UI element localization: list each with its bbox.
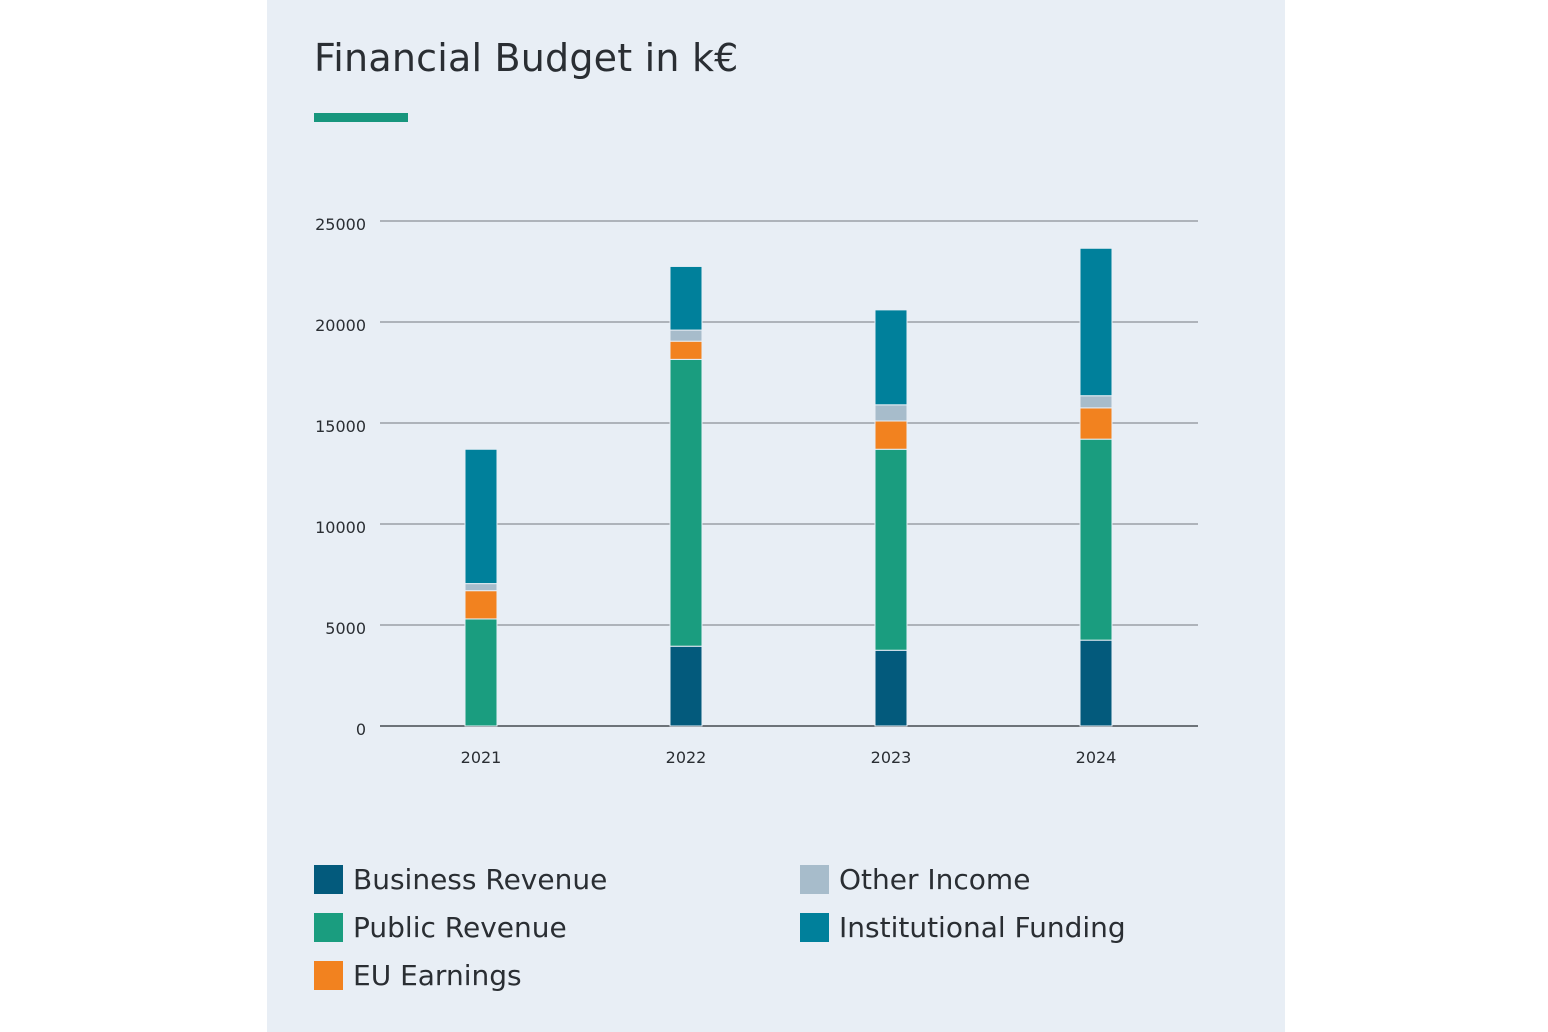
legend-item: Institutional Funding bbox=[800, 910, 1126, 944]
y-tick-label: 20000 bbox=[315, 316, 366, 335]
bar-segment-business-revenue bbox=[1079, 639, 1113, 727]
bar-segment-other-income bbox=[464, 583, 498, 592]
title-accent-bar bbox=[314, 113, 408, 122]
legend-item: Public Revenue bbox=[314, 910, 567, 944]
bar-segment-public-revenue bbox=[1079, 438, 1113, 641]
legend-label: Other Income bbox=[839, 862, 1031, 896]
bar-segment-eu-earnings bbox=[874, 420, 908, 450]
bar-segment-business-revenue bbox=[874, 649, 908, 727]
legend-item: Other Income bbox=[800, 862, 1031, 896]
x-tick-label: 2022 bbox=[666, 748, 707, 767]
x-tick-label: 2021 bbox=[461, 748, 502, 767]
legend-label: Institutional Funding bbox=[839, 910, 1126, 944]
legend-label: Business Revenue bbox=[353, 862, 608, 896]
chart-title: Financial Budget in k€ bbox=[314, 36, 739, 80]
bar-segment-eu-earnings bbox=[464, 590, 498, 620]
bar-segment-institutional-funding bbox=[1079, 247, 1113, 397]
bar-segment-eu-earnings bbox=[669, 340, 703, 360]
bar-segment-public-revenue bbox=[874, 448, 908, 651]
bar-segment-institutional-funding bbox=[464, 448, 498, 585]
bar-segment-other-income bbox=[1079, 395, 1113, 409]
legend-swatch bbox=[314, 864, 343, 894]
y-tick-label: 25000 bbox=[315, 215, 366, 234]
bar-segment-other-income bbox=[669, 329, 703, 342]
bar-segment-public-revenue bbox=[464, 618, 498, 727]
chart-panel bbox=[267, 0, 1285, 1032]
bar-segment-business-revenue bbox=[669, 645, 703, 727]
legend-swatch bbox=[800, 912, 829, 942]
x-tick-label: 2023 bbox=[871, 748, 912, 767]
bar-segment-institutional-funding bbox=[874, 309, 908, 406]
legend-item: EU Earnings bbox=[314, 958, 522, 992]
bar-segment-public-revenue bbox=[669, 358, 703, 647]
x-tick-label: 2024 bbox=[1076, 748, 1117, 767]
y-tick-label: 0 bbox=[356, 720, 366, 739]
bar-segment-institutional-funding bbox=[669, 265, 703, 331]
legend-label: EU Earnings bbox=[353, 958, 522, 992]
bar-segment-eu-earnings bbox=[1079, 407, 1113, 440]
bar-segment-other-income bbox=[874, 404, 908, 422]
y-tick-label: 10000 bbox=[315, 518, 366, 537]
y-tick-label: 15000 bbox=[315, 417, 366, 436]
legend-swatch bbox=[800, 864, 829, 894]
legend-swatch bbox=[314, 960, 343, 990]
y-tick-label: 5000 bbox=[325, 619, 366, 638]
legend-label: Public Revenue bbox=[353, 910, 567, 944]
legend-swatch bbox=[314, 912, 343, 942]
legend-item: Business Revenue bbox=[314, 862, 608, 896]
